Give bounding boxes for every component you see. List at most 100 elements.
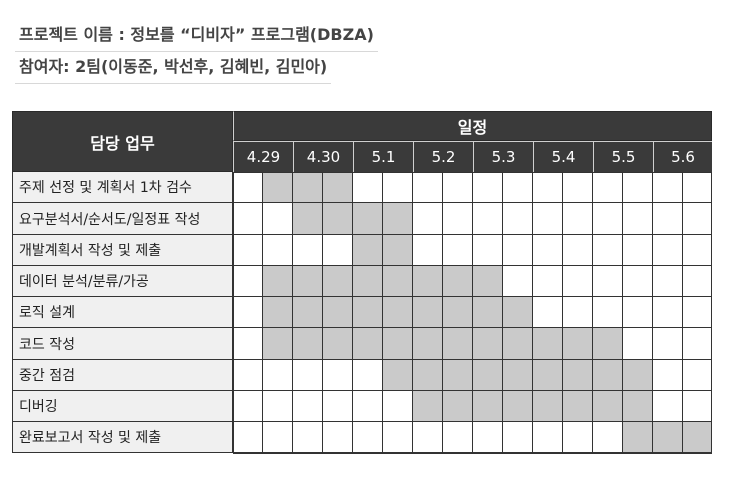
empty-cell — [293, 235, 323, 266]
empty-cell — [503, 266, 533, 297]
scheduled-cell — [383, 297, 413, 328]
empty-cell — [233, 297, 263, 328]
scheduled-cell — [443, 328, 473, 360]
scheduled-cell — [593, 328, 623, 360]
empty-cell — [233, 422, 263, 453]
empty-cell — [653, 360, 683, 391]
task-label: 주제 선정 및 계획서 1차 검수 — [12, 172, 233, 203]
scheduled-cell — [293, 266, 323, 297]
empty-cell — [233, 328, 263, 360]
empty-cell — [443, 235, 473, 266]
task-label: 코드 작성 — [12, 328, 233, 360]
empty-cell — [263, 422, 293, 453]
task-label: 요구분석서/순서도/일정표 작성 — [12, 203, 233, 235]
empty-cell — [593, 172, 623, 203]
empty-cell — [563, 266, 593, 297]
empty-cell — [473, 422, 503, 453]
empty-cell — [293, 422, 323, 453]
scheduled-cell — [443, 266, 473, 297]
scheduled-cell — [383, 235, 413, 266]
scheduled-cell — [383, 266, 413, 297]
scheduled-cell — [263, 328, 293, 360]
empty-cell — [683, 391, 712, 422]
empty-cell — [653, 172, 683, 203]
empty-cell — [683, 203, 712, 235]
scheduled-cell — [413, 266, 443, 297]
scheduled-cell — [293, 203, 323, 235]
date-header-cell: 4.29 — [233, 141, 293, 172]
task-label: 데이터 분석/분류/가공 — [12, 266, 233, 297]
scheduled-cell — [323, 297, 353, 328]
empty-cell — [623, 203, 653, 235]
empty-cell — [233, 172, 263, 203]
scheduled-cell — [293, 328, 323, 360]
empty-cell — [593, 203, 623, 235]
empty-cell — [653, 391, 683, 422]
empty-cell — [593, 235, 623, 266]
date-header-cell: 5.2 — [413, 141, 473, 172]
empty-cell — [353, 391, 383, 422]
scheduled-cell — [503, 328, 533, 360]
empty-cell — [593, 266, 623, 297]
empty-cell — [353, 172, 383, 203]
scheduled-cell — [473, 360, 503, 391]
empty-cell — [593, 297, 623, 328]
empty-cell — [233, 266, 263, 297]
empty-cell — [683, 328, 712, 360]
scheduled-cell — [443, 391, 473, 422]
empty-cell — [323, 235, 353, 266]
empty-cell — [533, 297, 563, 328]
empty-cell — [533, 235, 563, 266]
empty-cell — [653, 297, 683, 328]
scheduled-cell — [623, 391, 653, 422]
date-header-cell: 5.4 — [533, 141, 593, 172]
empty-cell — [533, 266, 563, 297]
scheduled-cell — [293, 172, 323, 203]
date-header-cell: 5.1 — [353, 141, 413, 172]
empty-cell — [563, 297, 593, 328]
empty-cell — [263, 391, 293, 422]
empty-cell — [623, 297, 653, 328]
empty-cell — [383, 391, 413, 422]
date-header-cell: 5.6 — [653, 141, 712, 172]
scheduled-cell — [353, 328, 383, 360]
empty-cell — [623, 235, 653, 266]
scheduled-cell — [413, 360, 443, 391]
scheduled-cell — [473, 297, 503, 328]
scheduled-cell — [383, 203, 413, 235]
scheduled-cell — [443, 360, 473, 391]
empty-cell — [443, 422, 473, 453]
empty-cell — [473, 172, 503, 203]
scheduled-cell — [353, 266, 383, 297]
empty-cell — [683, 297, 712, 328]
scheduled-cell — [503, 297, 533, 328]
empty-cell — [683, 360, 712, 391]
empty-cell — [563, 203, 593, 235]
empty-cell — [263, 235, 293, 266]
scheduled-cell — [563, 391, 593, 422]
empty-cell — [383, 422, 413, 453]
empty-cell — [233, 391, 263, 422]
empty-cell — [263, 360, 293, 391]
scheduled-cell — [353, 297, 383, 328]
scheduled-cell — [683, 422, 712, 453]
scheduled-cell — [323, 203, 353, 235]
scheduled-cell — [533, 328, 563, 360]
empty-cell — [323, 391, 353, 422]
scheduled-cell — [593, 360, 623, 391]
empty-cell — [653, 328, 683, 360]
empty-cell — [623, 266, 653, 297]
scheduled-cell — [323, 266, 353, 297]
scheduled-cell — [623, 360, 653, 391]
scheduled-cell — [323, 172, 353, 203]
task-label: 완료보고서 작성 및 제출 — [12, 422, 233, 453]
empty-cell — [533, 172, 563, 203]
scheduled-cell — [293, 297, 323, 328]
scheduled-cell — [533, 391, 563, 422]
scheduled-cell — [533, 360, 563, 391]
empty-cell — [683, 266, 712, 297]
empty-cell — [323, 360, 353, 391]
scheduled-cell — [473, 391, 503, 422]
project-title: 프로젝트 이름 : 정보를 “디비자” 프로그램(DBZA) — [15, 21, 378, 52]
empty-cell — [503, 172, 533, 203]
